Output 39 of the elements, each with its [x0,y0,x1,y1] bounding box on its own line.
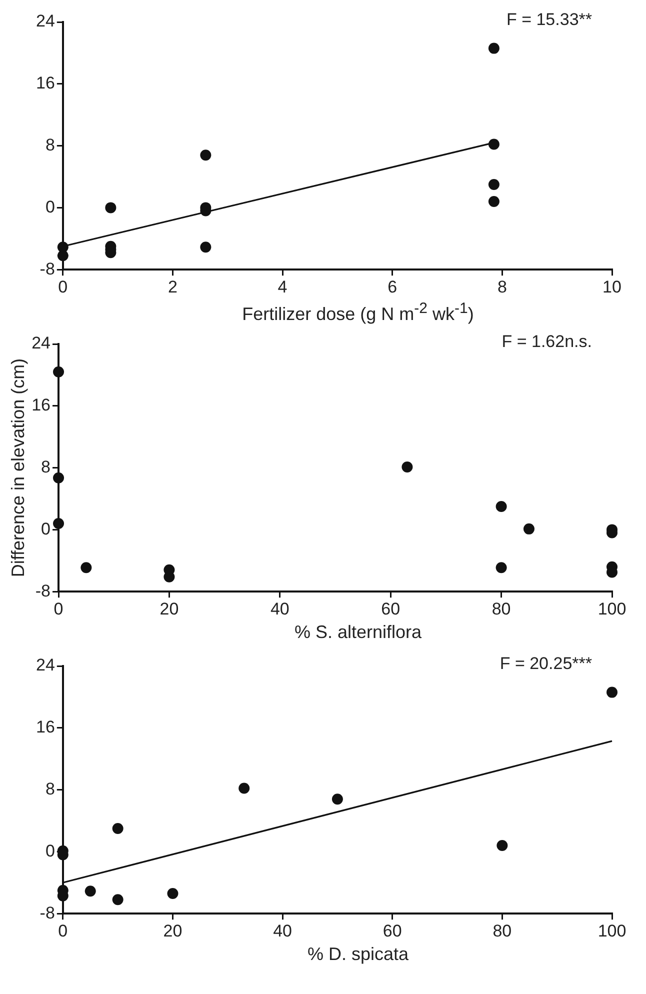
x-tick-label: 0 [58,277,68,296]
y-tick-label: 8 [45,779,55,798]
y-tick-label: -8 [40,903,55,922]
y-tick-label: 24 [32,334,51,353]
x-tick-label: 10 [602,277,622,296]
y-tick-label: 16 [36,74,55,93]
y-tick-label: 16 [32,396,51,415]
annotation: F = 1.62n.s. [502,332,592,352]
x-tick-label: 40 [270,599,290,618]
y-tick-label: 24 [36,656,55,675]
x-tick-label: 0 [58,921,68,940]
y-tick-label: 0 [45,197,55,216]
x-axis-title: % D. spicata [306,944,410,966]
x-tick-label: 8 [497,277,507,296]
y-tick-label: 0 [45,841,55,860]
x-tick-label: 40 [273,921,292,940]
y-tick-label: 8 [41,457,51,476]
annotation: F = 15.33** [506,10,592,30]
x-axis-title: Fertilizer dose (g N m$^{-2}$ wk$^{-1}$) [241,300,475,326]
y-tick-label: 8 [45,135,55,154]
x-tick-label: 80 [492,599,511,618]
x-axis-title: % S. alterniflora [293,622,423,644]
x-tick-label: 60 [382,921,402,940]
x-tick-label: 20 [160,599,179,618]
y-tick-label: 0 [41,519,51,538]
y-tick-label: 16 [36,718,55,737]
x-tick-label: 80 [492,921,512,940]
x-tick-label: 2 [168,277,178,296]
annotation: F = 20.25*** [500,654,592,674]
y-tick-label: 24 [36,12,55,31]
y-axis-title: Difference in elevation (cm) [8,358,28,578]
y-tick-label: -8 [35,581,51,600]
x-tick-label: 20 [163,921,182,940]
x-tick-label: 100 [598,921,626,940]
y-tick-label: -8 [40,259,55,278]
x-tick-label: 4 [278,277,288,296]
x-tick-label: 6 [388,277,398,296]
x-tick-label: 100 [598,599,626,618]
x-tick-label: 60 [381,599,400,618]
